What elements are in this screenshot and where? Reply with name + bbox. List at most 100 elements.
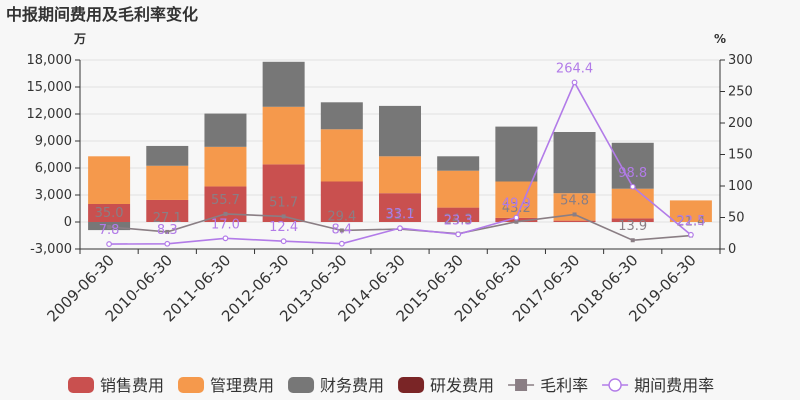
data-label-expense_ratio: 98.8 [618, 166, 647, 181]
bar-admin [262, 106, 305, 165]
bar-admin [669, 200, 712, 222]
bar-finance [437, 156, 480, 171]
point-expense_ratio [222, 235, 229, 242]
data-label-expense_ratio: 12.4 [269, 220, 298, 235]
data-label-gross_margin: 21.4 [676, 215, 705, 230]
data-label-expense_ratio: 22.5 [676, 214, 705, 229]
bar-finance [146, 145, 189, 166]
right-tick-label: 250 [728, 85, 753, 100]
data-label-gross_margin: 51.7 [269, 195, 298, 210]
right-tick-label: 50 [728, 211, 745, 226]
right-tick-label: 200 [728, 116, 753, 131]
point-expense_ratio [338, 240, 345, 247]
legend-label-expense_ratio: 期间费用率 [634, 376, 714, 395]
legend-swatch-rnd [398, 377, 425, 393]
data-labels: 35.0 27.1 55.7 51.7 29.4 31.7 24.3 43.2 54.8 13.9… [95, 61, 706, 238]
point-expense_ratio [455, 231, 462, 238]
left-tick-label: 3,000 [35, 188, 72, 203]
bar-sales [320, 181, 363, 222]
left-tick-label: -3,000 [30, 242, 72, 257]
point-gross_margin [223, 211, 228, 216]
point-gross_margin [514, 219, 519, 224]
point-expense_ratio [106, 241, 112, 247]
data-label-expense_ratio: 8.4 [331, 223, 352, 238]
data-label-expense_ratio: 49.9 [502, 197, 531, 212]
bar-sales [379, 193, 421, 222]
bar-sales [146, 199, 189, 222]
point-expense_ratio [397, 225, 403, 232]
bar-sales [611, 218, 654, 222]
bar-admin [320, 129, 363, 182]
data-label-gross_margin: 24.3 [444, 213, 473, 228]
data-label-gross_margin: 29.4 [327, 209, 356, 224]
line-series [106, 79, 694, 247]
bar-finance [262, 61, 305, 107]
point-gross_margin [572, 212, 577, 217]
bar-sales [553, 220, 596, 222]
legend-label-admin: 管理费用 [210, 376, 274, 395]
data-label-gross_margin: 55.7 [211, 193, 240, 208]
legend-swatch-finance [288, 377, 315, 393]
point-gross_margin [281, 214, 286, 219]
bar-admin [204, 146, 247, 187]
bar-admin [379, 156, 421, 194]
bar-admin [88, 156, 131, 204]
point-expense_ratio [513, 214, 520, 221]
data-label-gross_margin: 43.2 [502, 201, 531, 216]
bar-sales [437, 207, 480, 222]
bar-sales [88, 204, 131, 222]
data-label-expense_ratio: 33.1 [386, 207, 415, 222]
left-tick-label: 6,000 [35, 161, 72, 176]
point-expense_ratio [688, 231, 694, 238]
legend-label-rnd: 研发费用 [430, 376, 494, 395]
data-label-expense_ratio: 8.3 [157, 223, 178, 238]
right-tick-label: 100 [728, 179, 753, 194]
axes [75, 59, 725, 254]
data-label-gross_margin: 13.9 [618, 219, 647, 234]
point-gross_margin [165, 229, 170, 234]
bar-sales [262, 164, 305, 222]
bar-finance [320, 102, 363, 130]
point-expense_ratio [629, 183, 636, 190]
bar-admin [146, 165, 189, 200]
legend-marker-gross_margin [515, 379, 528, 391]
chart-title: 中报期间费用及毛利率变化 [6, 5, 198, 24]
data-label-expense_ratio: 7.8 [99, 223, 120, 238]
left-tick-label: 15,000 [27, 80, 73, 95]
point-gross_margin [630, 238, 635, 243]
right-tick-label: 300 [728, 53, 753, 68]
bar-admin [611, 188, 654, 219]
bar-admin [495, 181, 538, 218]
point-expense_ratio [164, 240, 171, 247]
point-expense_ratio [280, 238, 287, 245]
bar-finance [553, 132, 596, 194]
bar-admin [437, 170, 480, 208]
legend[interactable]: 销售费用 管理费用 财务费用 研发费用 毛利率 期间费用率 [68, 376, 714, 395]
legend-label-finance: 财务费用 [320, 376, 384, 395]
left-tick-label: 9,000 [35, 134, 72, 149]
left-tick-label: 18,000 [27, 53, 73, 68]
data-label-gross_margin: 27.1 [153, 211, 182, 226]
point-gross_margin [107, 224, 112, 229]
legend-swatch-admin [178, 377, 205, 393]
right-tick-label: 150 [728, 148, 753, 163]
legend-label-gross_margin: 毛利率 [540, 376, 588, 395]
point-gross_margin [339, 228, 344, 233]
legend-swatch-sales [68, 377, 94, 393]
data-label-gross_margin: 35.0 [95, 206, 124, 221]
data-label-gross_margin: 31.7 [386, 208, 415, 223]
data-label-expense_ratio: 264.4 [556, 61, 593, 76]
bar-sales [204, 186, 247, 222]
left-axis-unit: 万 [73, 32, 86, 46]
bar-finance [204, 113, 247, 147]
bar-finance [495, 126, 538, 182]
bar-finance [611, 142, 654, 189]
bar-series [88, 61, 712, 231]
point-expense_ratio [571, 79, 578, 86]
left-tick-label: 12,000 [27, 107, 73, 122]
data-label-expense_ratio: 23.3 [444, 213, 473, 228]
right-axis-unit: % [714, 32, 726, 46]
data-label-gross_margin: 54.8 [560, 193, 589, 208]
left-tick-label: 0 [64, 215, 72, 230]
